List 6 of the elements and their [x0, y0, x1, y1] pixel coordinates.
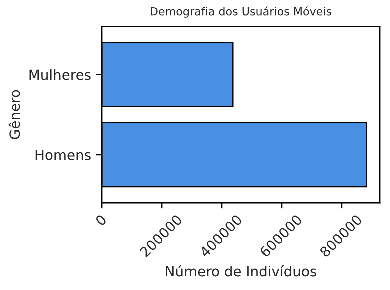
chart-title: Demografia dos Usuários Móveis: [151, 6, 332, 18]
x-tick-label: 0: [94, 214, 108, 227]
x-axis-title: Número de Indivíduos: [166, 265, 316, 277]
y-tick-label: Homens: [36, 150, 91, 160]
y-tick-label: Mulheres: [30, 70, 91, 80]
y-axis-title: Gênero: [8, 90, 20, 140]
